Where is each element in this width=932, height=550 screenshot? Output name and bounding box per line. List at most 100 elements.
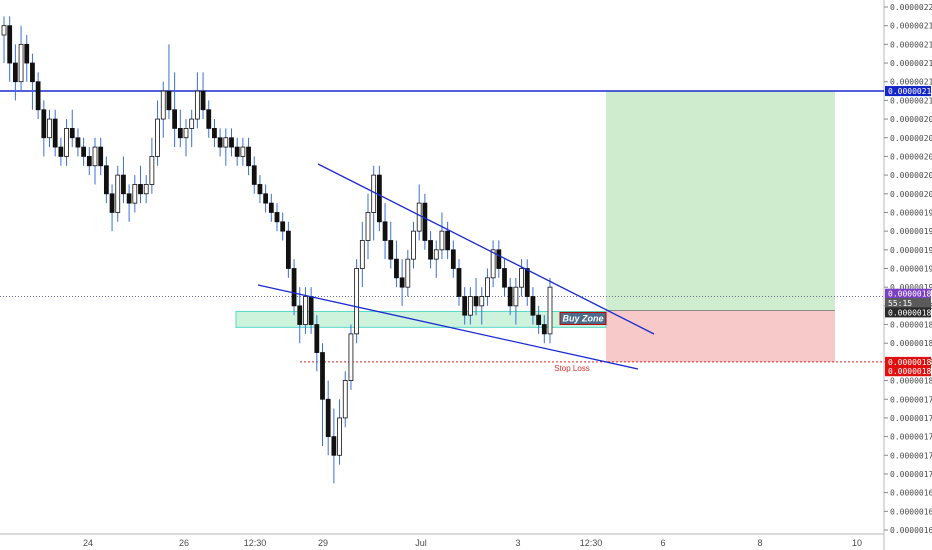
candle-body <box>297 305 303 325</box>
candle-body <box>473 296 479 307</box>
candle-body <box>490 249 496 279</box>
x-tick-label: 29 <box>318 538 328 548</box>
candle-body <box>64 128 69 157</box>
candle-body <box>405 258 411 288</box>
candle-body <box>541 324 547 335</box>
lower-trendline <box>257 284 639 370</box>
x-tick-label: 6 <box>660 538 665 548</box>
x-tick-label: Jul <box>415 538 427 548</box>
price-badge-label: 0.00000182 <box>888 367 932 376</box>
candle-body <box>314 324 320 353</box>
candle-body <box>524 268 530 297</box>
x-tick-label: 12:30 <box>580 538 603 548</box>
candle-body <box>394 258 399 279</box>
stop-loss-label: Stop Loss <box>554 364 590 373</box>
candle-body <box>12 62 18 83</box>
price-badge <box>885 356 931 367</box>
price-badges: 0.000002110.000002110.0000018955:150.000… <box>885 86 932 377</box>
candle-body <box>7 25 13 64</box>
y-tick-label: 0.00000198 <box>890 208 932 217</box>
y-tick-label: 0.00000174 <box>890 433 932 442</box>
candle-body <box>280 221 286 232</box>
y-tick-label: 0.00000216 <box>890 40 932 49</box>
candle-body <box>200 90 206 111</box>
y-tick-label: 0.00000166 <box>890 507 932 516</box>
candle-body <box>433 249 439 260</box>
price-badge <box>885 307 931 318</box>
candle-body <box>149 156 155 185</box>
wedge-trendlines[interactable] <box>257 163 655 370</box>
candle-body <box>240 146 246 157</box>
candle-body <box>422 202 428 241</box>
candle-body <box>1 25 7 36</box>
target-zone-fill <box>606 91 835 311</box>
candle-body <box>439 230 445 251</box>
x-tick-label: 12:30 <box>244 538 267 548</box>
candle-body <box>325 398 331 438</box>
y-tick-label: 0.00000168 <box>890 489 932 498</box>
candle-body <box>246 146 251 167</box>
candle-body <box>450 249 456 269</box>
y-tick-label: 0.00000204 <box>890 152 932 161</box>
candle-body <box>138 184 143 195</box>
candle-body <box>121 174 126 195</box>
x-tick-label: 8 <box>757 538 762 548</box>
y-tick-label: 0.00000178 <box>890 395 932 404</box>
candle-body <box>268 202 274 213</box>
candle-body <box>52 118 58 148</box>
y-tick-label: 0.00000218 <box>890 22 932 31</box>
candle-body <box>331 436 337 456</box>
candle-body <box>536 314 542 325</box>
candle-body <box>132 184 138 204</box>
price-badge-label: 0.00000182 <box>888 358 932 367</box>
candle-body <box>428 240 433 260</box>
price-badge-label: 0.00000211 <box>888 87 932 96</box>
price-badge-label: 0.00000188 <box>888 308 932 317</box>
candle-body <box>115 174 121 213</box>
price-badge <box>885 86 931 97</box>
candle-body <box>376 174 382 223</box>
candle-body <box>359 240 365 269</box>
candle-body <box>382 221 388 241</box>
candle-body <box>416 202 422 232</box>
candle-body <box>507 286 513 307</box>
y-tick-label: 0.00000192 <box>890 265 932 274</box>
candle-body <box>348 333 354 381</box>
candle-body <box>172 109 178 129</box>
y-tick-label: 0.00000186 <box>890 321 932 330</box>
candle-body <box>342 380 348 419</box>
candle-body <box>47 118 52 139</box>
y-tick-label: 0.00000206 <box>890 134 932 143</box>
candle-body <box>58 146 64 157</box>
candle-body <box>81 146 87 157</box>
candle-body <box>86 156 92 167</box>
y-tick-label: 0.00000172 <box>890 451 932 460</box>
candle-body <box>98 146 104 167</box>
candle-body <box>399 277 405 288</box>
candle-body <box>285 230 291 269</box>
buy-zone-label-box <box>559 311 607 325</box>
candle-body <box>177 128 183 139</box>
candle-body <box>160 90 166 120</box>
candle-body <box>485 277 490 297</box>
candle-body <box>183 128 189 139</box>
candle-body <box>155 118 160 157</box>
risk-zone[interactable] <box>606 310 835 362</box>
y-tick-label: 0.00000208 <box>890 115 932 124</box>
candle-body <box>103 165 109 195</box>
candle-body <box>35 81 41 111</box>
horizontal-lines[interactable] <box>0 90 884 363</box>
candle-body <box>519 268 524 288</box>
y-tick-label: 0.00000194 <box>890 246 932 255</box>
candle-body <box>388 240 394 260</box>
candle-body <box>234 146 240 157</box>
candle-body <box>263 193 269 204</box>
x-tick-label: 3 <box>515 538 520 548</box>
candle-body <box>462 296 468 316</box>
candle-body <box>251 165 257 185</box>
target-zone[interactable] <box>606 91 835 311</box>
